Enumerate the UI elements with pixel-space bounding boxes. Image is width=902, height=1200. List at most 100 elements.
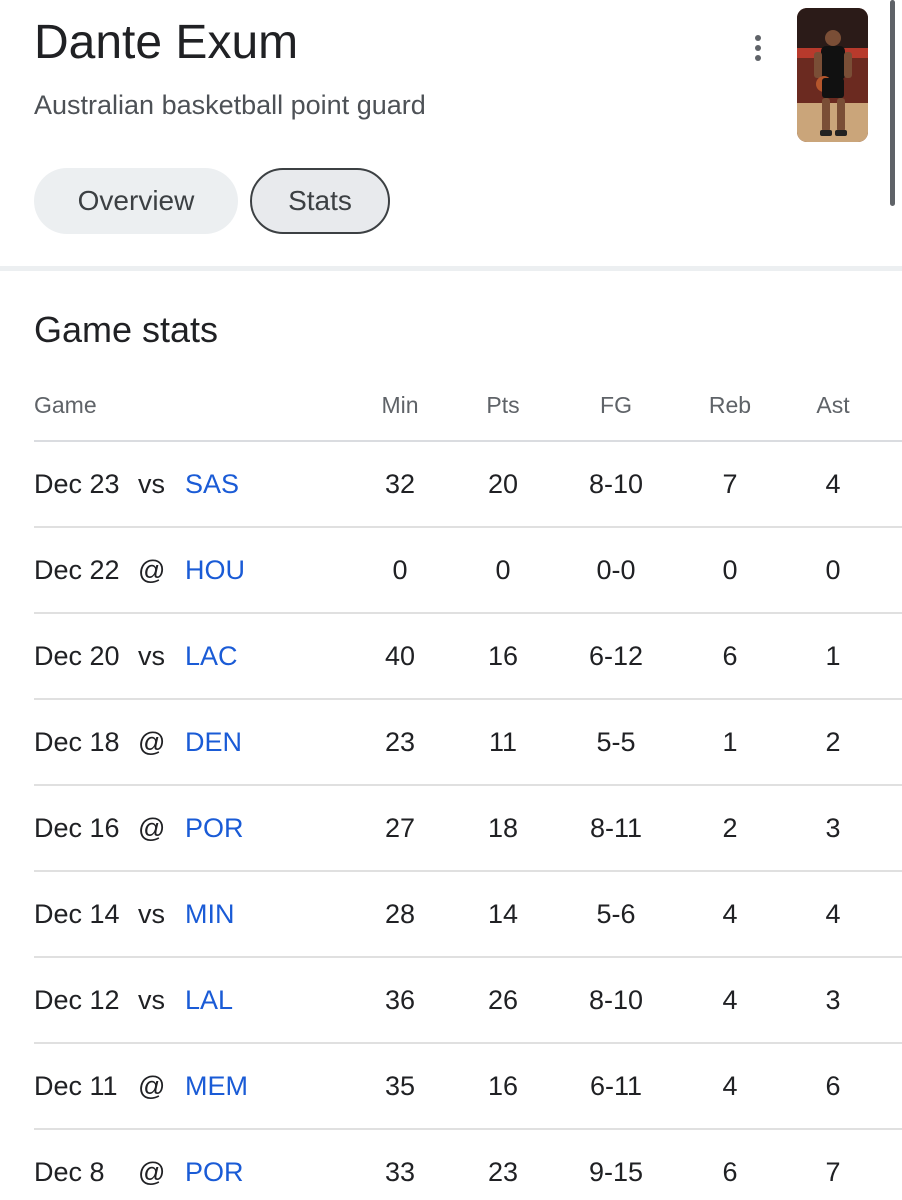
player-name: Dante Exum [34,16,299,69]
rebounds: 6 [722,641,738,671]
field-goals: 8-11 [589,813,643,843]
game-date: Dec 22 [34,555,120,585]
points: 23 [487,1157,519,1187]
table-row: Dec 22 @ HOU 0 0 0-0 0 0 [34,528,902,614]
player-photo-image [797,8,868,142]
section-title: Game stats [34,309,219,350]
table-row: Dec 18 @ DEN 23 11 5-5 1 2 [34,700,902,786]
minutes: 35 [384,1071,416,1101]
header-pts: Pts [486,392,520,418]
opponent-link[interactable]: LAL [185,985,234,1015]
minutes: 23 [384,727,416,757]
points: 0 [495,555,511,585]
assists: 3 [825,985,841,1015]
game-location: @ [138,1071,166,1101]
header-reb: Reb [708,392,752,418]
assists: 6 [825,1071,841,1101]
rebounds: 0 [722,555,738,585]
points: 26 [487,985,519,1015]
field-goals: 6-11 [589,1071,643,1101]
rebounds: 7 [722,469,738,499]
opponent-link[interactable]: SAS [185,469,240,499]
tab-stats[interactable]: Stats [250,168,390,234]
table-row: Dec 23 vs SAS 32 20 8-10 7 4 [34,442,902,528]
table-header: Game Min Pts FG Reb Ast [34,380,902,442]
opponent-link[interactable]: POR [185,813,244,843]
table-row: Dec 12 vs LAL 36 26 8-10 4 3 [34,958,902,1044]
assists: 3 [825,813,841,843]
tab-overview[interactable]: Overview [34,168,238,234]
assists: 2 [825,727,841,757]
points: 11 [488,727,518,757]
game-location: @ [138,555,166,585]
field-goals: 9-15 [588,1157,644,1187]
game-location: @ [138,813,166,843]
opponent-link[interactable]: DEN [185,727,243,757]
table-row: Dec 14 vs MIN 28 14 5-6 4 4 [34,872,902,958]
section-divider [0,266,902,271]
game-date: Dec 11 [34,1071,118,1101]
points: 20 [487,469,519,499]
field-goals: 6-12 [588,641,644,671]
field-goals: 5-5 [596,727,636,757]
opponent-link[interactable]: MEM [185,1071,248,1101]
field-goals: 0-0 [596,555,636,585]
minutes: 32 [384,469,416,499]
player-photo[interactable] [797,8,868,142]
minutes: 40 [384,641,416,671]
game-location: @ [138,1157,166,1187]
header-fg: FG [600,392,632,418]
opponent-link[interactable]: LAC [185,641,238,671]
points: 16 [487,1071,519,1101]
minutes: 33 [384,1157,416,1187]
player-description: Australian basketball point guard [34,90,426,120]
minutes: 27 [384,813,416,843]
opponent-link[interactable]: HOU [185,555,245,585]
game-date: Dec 8 [34,1157,105,1187]
header-min: Min [381,392,419,418]
assists: 7 [825,1157,841,1187]
assists: 4 [825,899,841,929]
table-row: Dec 11 @ MEM 35 16 6-11 4 6 [34,1044,902,1130]
scrollbar[interactable] [890,0,895,206]
assists: 0 [825,555,841,585]
minutes: 36 [384,985,416,1015]
rebounds: 6 [722,1157,738,1187]
game-date: Dec 20 [34,641,120,671]
game-date: Dec 23 [34,469,120,499]
points: 16 [487,641,519,671]
assists: 1 [825,641,841,671]
header-game: Game [34,392,97,418]
game-date: Dec 14 [34,899,120,929]
rebounds: 2 [722,813,738,843]
opponent-link[interactable]: MIN [185,899,235,929]
game-stats-table: Game Min Pts FG Reb Ast Dec 23 vs SAS 32… [34,380,902,1200]
rebounds: 1 [722,727,738,757]
more-vert-icon[interactable] [742,30,772,66]
rebounds: 4 [722,1071,738,1101]
points: 14 [487,899,519,929]
game-location: @ [138,727,166,757]
header-ast: Ast [816,392,850,418]
rebounds: 4 [722,985,738,1015]
table-row: Dec 20 vs LAC 40 16 6-12 6 1 [34,614,902,700]
minutes: 28 [384,899,416,929]
game-date: Dec 18 [34,727,120,757]
table-row: Dec 16 @ POR 27 18 8-11 2 3 [34,786,902,872]
game-location: vs [138,899,165,929]
field-goals: 5-6 [596,899,636,929]
field-goals: 8-10 [588,469,644,499]
table-row: Dec 8 @ POR 33 23 9-15 6 7 [34,1130,902,1200]
game-date: Dec 12 [34,985,120,1015]
game-location: vs [138,985,165,1015]
field-goals: 8-10 [588,985,644,1015]
assists: 4 [825,469,841,499]
rebounds: 4 [722,899,738,929]
game-date: Dec 16 [34,813,120,843]
opponent-link[interactable]: POR [185,1157,244,1187]
game-location: vs [138,469,165,499]
points: 18 [487,813,519,843]
game-location: vs [138,641,165,671]
minutes: 0 [392,555,408,585]
